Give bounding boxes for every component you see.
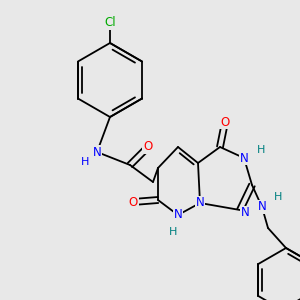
Text: H: H xyxy=(169,227,177,237)
Text: N: N xyxy=(241,206,249,220)
Text: O: O xyxy=(143,140,153,154)
Text: N: N xyxy=(258,200,266,214)
Text: H: H xyxy=(274,192,282,202)
Text: Cl: Cl xyxy=(104,16,116,29)
Text: N: N xyxy=(196,196,204,209)
Text: N: N xyxy=(240,152,248,164)
Text: N: N xyxy=(93,146,101,158)
Text: O: O xyxy=(128,196,138,208)
Text: H: H xyxy=(81,157,89,167)
Text: O: O xyxy=(220,116,230,128)
Text: N: N xyxy=(174,208,182,221)
Text: H: H xyxy=(257,145,265,155)
